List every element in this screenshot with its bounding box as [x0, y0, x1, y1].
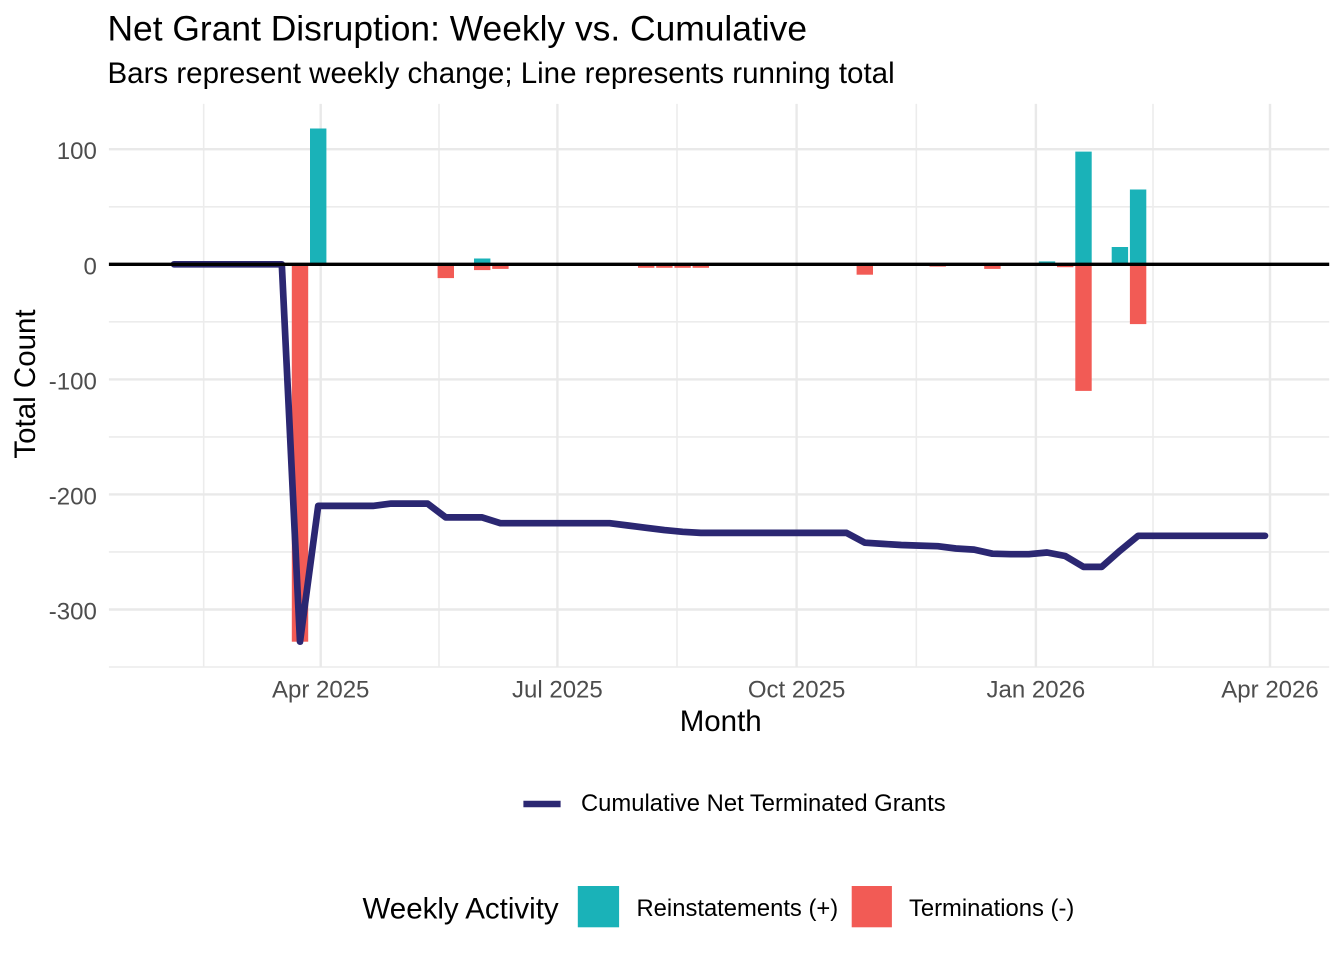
svg-text:Jan 2026: Jan 2026: [987, 676, 1086, 703]
svg-text:-200: -200: [49, 483, 97, 510]
svg-text:Apr 2026: Apr 2026: [1221, 676, 1318, 703]
svg-text:Weekly Activity: Weekly Activity: [363, 893, 559, 926]
svg-text:Apr 2025: Apr 2025: [272, 676, 369, 703]
svg-text:100: 100: [57, 138, 97, 165]
svg-text:Total Count: Total Count: [9, 309, 42, 458]
svg-text:-100: -100: [49, 368, 97, 395]
svg-text:Bars represent weekly change;: Bars represent weekly change; Line repre…: [108, 57, 895, 90]
svg-text:Cumulative Net Terminated Gran: Cumulative Net Terminated Grants: [581, 790, 946, 817]
svg-text:-300: -300: [49, 599, 97, 626]
svg-text:0: 0: [83, 253, 96, 280]
svg-text:Month: Month: [680, 705, 762, 738]
svg-text:Net Grant Disruption: Weekly v: Net Grant Disruption: Weekly vs. Cumulat…: [108, 9, 808, 49]
svg-text:Reinstatements (+): Reinstatements (+): [637, 895, 839, 922]
svg-text:Terminations (-): Terminations (-): [909, 895, 1074, 922]
svg-text:Jul 2025: Jul 2025: [512, 676, 603, 703]
svg-text:Oct 2025: Oct 2025: [748, 676, 845, 703]
